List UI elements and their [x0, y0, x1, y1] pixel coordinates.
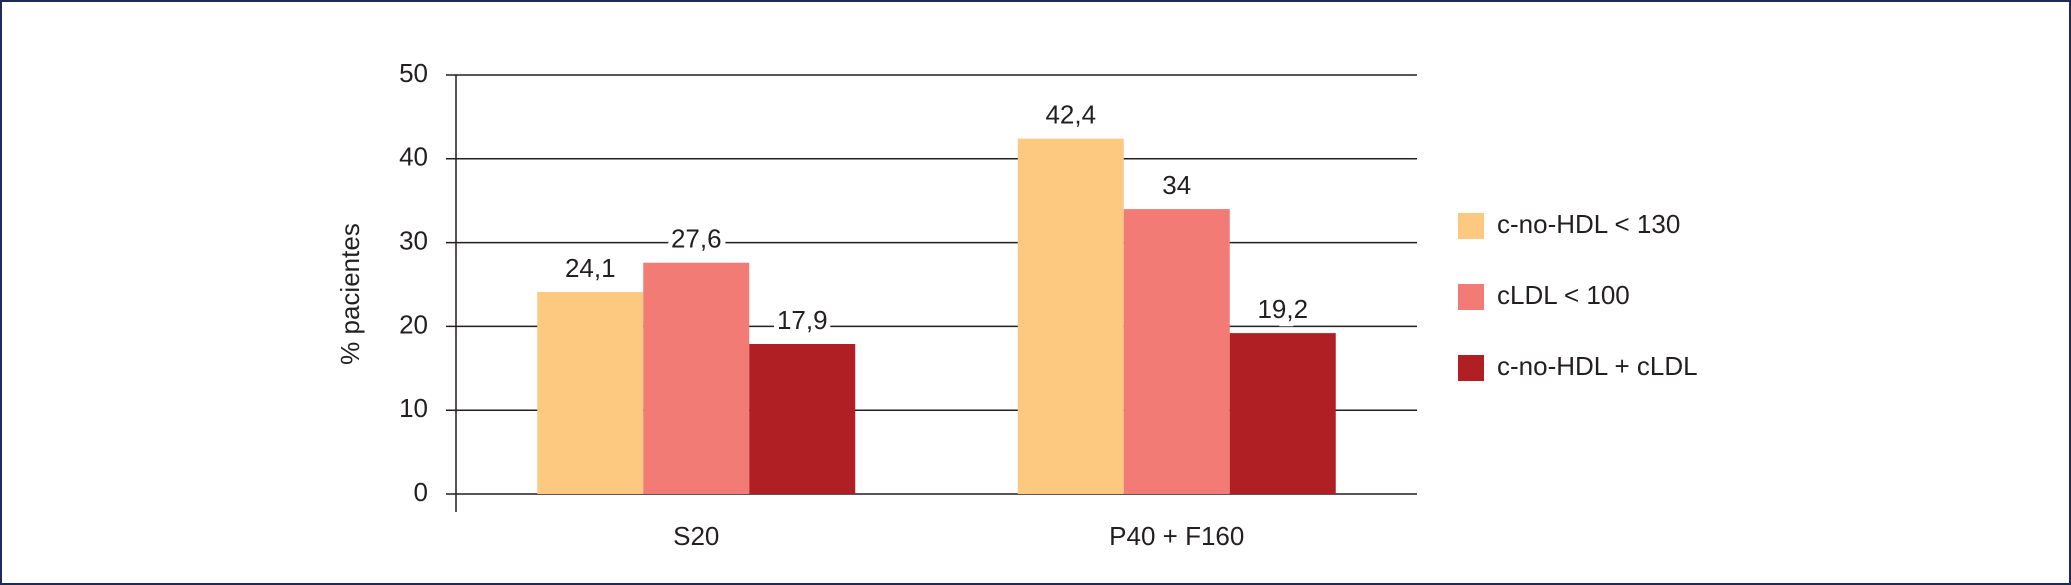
- legend-swatch: [1458, 355, 1484, 381]
- bar: [537, 292, 644, 494]
- bar: [1229, 333, 1336, 494]
- legend-label: cLDL < 100: [1497, 280, 1630, 310]
- y-tick-label: 30: [399, 225, 428, 255]
- bar: [1017, 138, 1124, 495]
- value-label: 34: [1162, 170, 1191, 200]
- value-label: 27,6: [671, 224, 722, 254]
- legend-label: c-no-HDL < 130: [1497, 209, 1680, 239]
- legend-swatch: [1458, 213, 1484, 239]
- legend-swatch: [1458, 284, 1484, 310]
- bar: [643, 262, 750, 494]
- value-label: 19,2: [1257, 294, 1308, 324]
- legend-label: c-no-HDL + cLDL: [1497, 351, 1698, 381]
- value-label: 42,4: [1045, 100, 1096, 130]
- y-tick-label: 40: [399, 142, 428, 172]
- y-tick-label: 20: [399, 309, 428, 339]
- y-tick-label: 50: [399, 58, 428, 88]
- value-label: 24,1: [565, 253, 616, 283]
- x-tick-label: S20: [673, 521, 719, 551]
- value-label: 17,9: [777, 305, 828, 335]
- y-tick-label: 10: [399, 393, 428, 423]
- y-tick-label: 0: [414, 477, 428, 507]
- y-axis-label: % pacientes: [335, 223, 365, 365]
- bar: [749, 343, 856, 494]
- x-tick-label: P40 + F160: [1109, 521, 1244, 551]
- bar: [1123, 209, 1230, 494]
